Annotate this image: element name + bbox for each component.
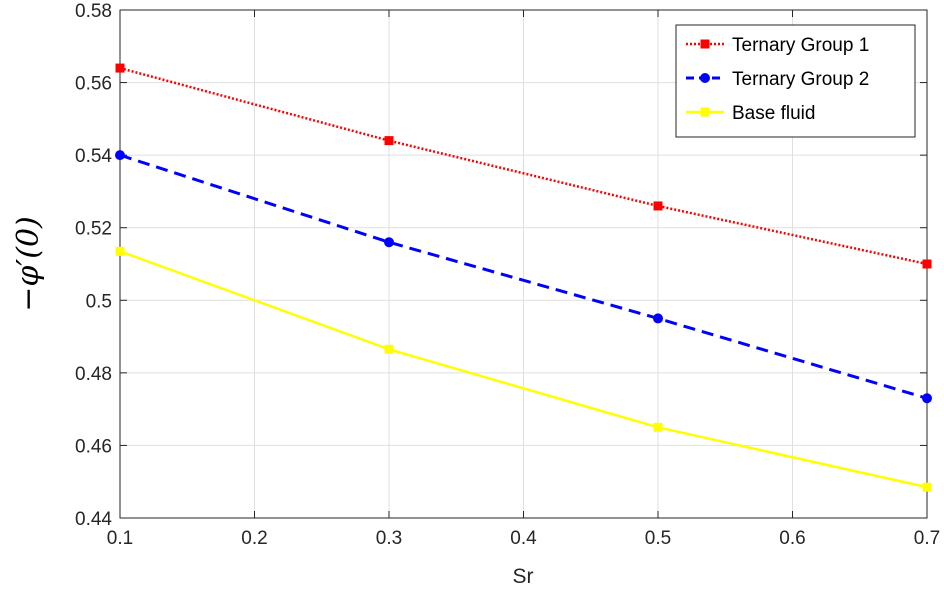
legend: Ternary Group 1 Ternary Group 2 Base fluid: [675, 24, 916, 138]
y-tick-label: 0.5: [86, 291, 112, 312]
legend-marker: [700, 39, 710, 49]
data-point: [384, 237, 394, 248]
data-point: [922, 393, 932, 404]
x-tick-label: 0.5: [645, 528, 671, 549]
data-point: [115, 246, 125, 256]
legend-label: Ternary Group 1: [732, 35, 869, 56]
data-point: [922, 482, 932, 492]
x-tick-label: 0.1: [107, 528, 133, 549]
data-point: [384, 344, 394, 354]
x-axis-title: Sr: [513, 565, 534, 588]
legend-label: Base fluid: [732, 103, 815, 124]
data-point: [384, 136, 394, 146]
y-tick-label: 0.58: [75, 1, 112, 22]
x-tick-label: 0.2: [241, 528, 267, 549]
y-axis-title: −φ′(0): [11, 216, 46, 311]
data-point: [653, 201, 663, 211]
series-ternary-group-1: [115, 63, 932, 269]
y-tick-label: 0.56: [75, 74, 112, 95]
series-ternary-group-2: [115, 150, 932, 404]
data-point: [653, 422, 663, 432]
legend-marker: [700, 73, 710, 83]
y-tick-label: 0.52: [75, 219, 112, 240]
x-tick-label: 0.7: [914, 528, 940, 549]
legend-item: Base fluid: [686, 103, 815, 124]
legend-item: Ternary Group 2: [686, 69, 869, 90]
y-tick-label: 0.48: [75, 364, 112, 385]
legend-marker: [700, 107, 710, 117]
y-tick-label: 0.54: [75, 146, 112, 167]
x-tick-label: 0.3: [376, 528, 402, 549]
data-point: [922, 259, 932, 269]
series-line: [119, 250, 928, 489]
y-tick-label: 0.46: [75, 436, 112, 457]
legend-item: Ternary Group 1: [686, 35, 869, 56]
x-tick-label: 0.4: [510, 528, 537, 549]
series-line: [119, 66, 928, 266]
series-group: [115, 63, 932, 492]
x-tick-label: 0.6: [779, 528, 805, 549]
y-tick-label: 0.44: [75, 509, 112, 530]
legend-label: Ternary Group 2: [732, 69, 869, 90]
data-point: [653, 313, 663, 324]
data-point: [115, 63, 125, 73]
data-point: [115, 150, 125, 161]
axis-ticks: 0.1 0.2 0.3 0.4 0.5 0.6 0.7 0.44 0.46 0.48 0.5 0.52…: [75, 1, 940, 549]
series-line: [119, 153, 928, 400]
series-base-fluid: [115, 246, 932, 492]
